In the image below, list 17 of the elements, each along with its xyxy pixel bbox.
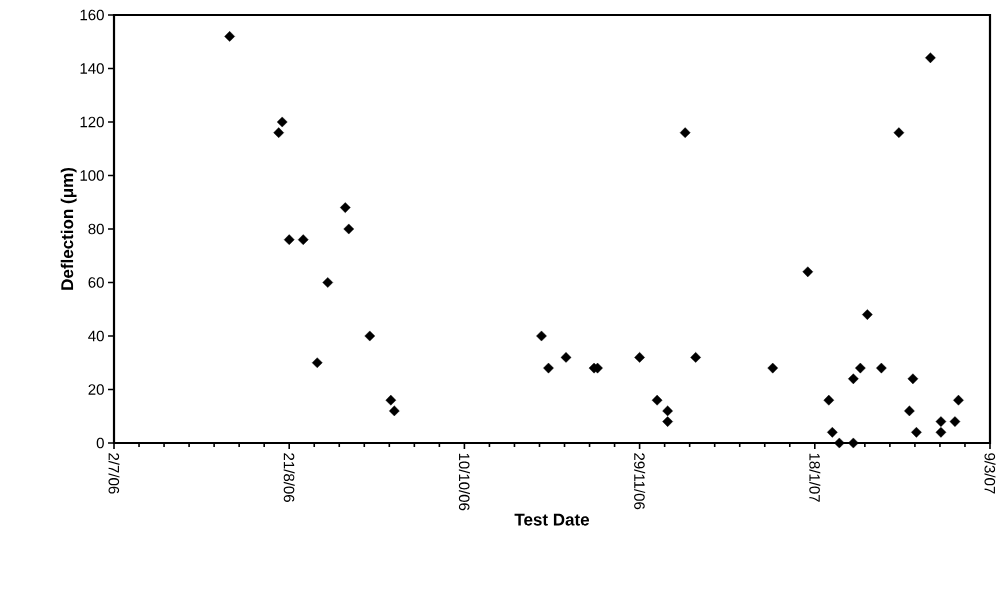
y-tick-label: 160 (80, 9, 104, 21)
x-tick-label: 29/11/06 (634, 453, 646, 510)
x-tick-label: 10/10/06 (458, 453, 470, 511)
x-tick-label: 2/7/06 (108, 453, 120, 494)
y-axis-title: Deflection (μm) (60, 167, 77, 290)
x-tick-label: 9/3/07 (984, 453, 996, 494)
y-tick-label: 60 (88, 277, 104, 288)
y-tick-label: 140 (80, 63, 104, 74)
y-tick-label: 100 (80, 170, 104, 181)
y-tick-label: 20 (88, 384, 104, 395)
y-tick-label: 40 (88, 330, 104, 342)
x-tick-label: 21/8/06 (283, 453, 295, 502)
y-tick-label: 80 (88, 223, 104, 235)
x-tick-label: 18/1/07 (809, 453, 821, 502)
y-tick-label: 120 (80, 116, 104, 128)
y-tick-label: 0 (96, 437, 104, 449)
x-axis-title: Test Date (514, 513, 590, 526)
